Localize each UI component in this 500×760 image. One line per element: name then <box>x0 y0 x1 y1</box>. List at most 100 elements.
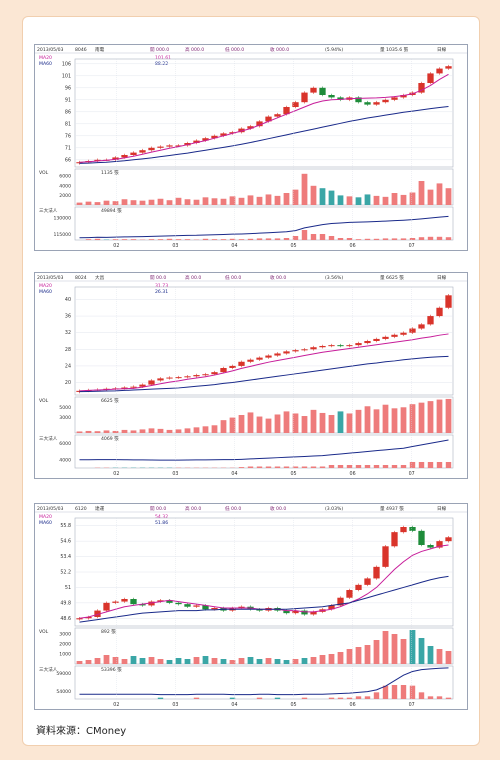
price-tick-label: 48.6 <box>60 616 71 622</box>
x-tick-label: 03 <box>172 471 178 477</box>
candle-body <box>202 374 209 376</box>
legend-value-ma60: 26.31 <box>155 289 168 295</box>
candle-body <box>175 145 182 147</box>
volume-bar <box>346 413 353 433</box>
volume-bar <box>229 417 236 433</box>
volume-bar <box>400 407 407 433</box>
price-tick-label: 66 <box>65 157 71 163</box>
chips-bar <box>328 465 335 468</box>
volume-bar <box>220 420 227 433</box>
candle-body <box>436 307 443 317</box>
volume-bar <box>130 656 137 664</box>
volume-bar <box>391 634 398 664</box>
volume-bar <box>337 652 344 664</box>
candle-body <box>382 546 389 567</box>
header-field-8: 量 6625 張 <box>380 274 404 281</box>
candle-body <box>166 600 173 603</box>
price-tick-label: 106 <box>62 61 71 67</box>
candle-body <box>211 372 218 375</box>
header-field-7: (5.94%) <box>325 47 343 53</box>
price-tick-label: 20 <box>65 380 71 386</box>
volume-bar <box>256 416 263 433</box>
chips-bar <box>112 239 119 240</box>
volume-tick-label: 3000 <box>59 632 71 638</box>
stock-chart-3-svg: 2013/05/03 6120 達運 開 00.0 高 00.0 低 00.0 收 00.0… <box>35 505 467 708</box>
header-field-1: 8046 <box>75 47 87 53</box>
chips-label: 三大法人 <box>39 207 58 214</box>
header-field-8: 量 4937 張 <box>380 505 404 512</box>
volume-bar <box>247 195 254 205</box>
candle-body <box>445 66 452 69</box>
volume-bar <box>292 189 299 205</box>
chips-bar <box>328 697 335 699</box>
candle-body <box>364 578 371 585</box>
price-tick-label: 81 <box>65 121 71 127</box>
candle-body <box>220 133 227 136</box>
legend-ma20: MA20 <box>39 55 52 61</box>
candle-body <box>409 527 416 531</box>
volume-bar <box>112 657 119 664</box>
chips-bar <box>157 697 164 699</box>
volume-bar <box>319 412 326 433</box>
chips-value-label: 53396 張 <box>101 667 122 673</box>
candle-body <box>256 609 263 611</box>
candle-body <box>229 365 236 368</box>
volume-bar <box>139 658 146 664</box>
chips-bar <box>310 466 317 468</box>
chips-bar <box>256 466 263 468</box>
chips-bar <box>373 692 380 699</box>
chips-bar <box>364 238 371 240</box>
header-field-9: 日線 <box>437 505 447 512</box>
volume-bar <box>283 660 290 664</box>
chips-bar <box>346 465 353 468</box>
chips-line <box>79 439 449 461</box>
candle-body <box>112 157 119 160</box>
volume-bar <box>121 429 128 433</box>
candle-body <box>355 97 362 103</box>
volume-bar <box>157 428 164 433</box>
candle-body <box>193 605 200 607</box>
chips-bar <box>238 467 245 468</box>
chips-bar <box>355 696 362 699</box>
volume-bar <box>409 192 416 205</box>
volume-bar <box>184 428 191 433</box>
chips-bar <box>202 238 209 240</box>
candle-body <box>355 343 362 346</box>
candle-body <box>121 155 128 158</box>
header-field-0: 2013/05/03 <box>37 506 64 512</box>
volume-bar <box>346 196 353 205</box>
volume-bar <box>166 200 173 205</box>
candle-body <box>184 604 191 607</box>
chips-bar <box>166 238 173 240</box>
stock-chart-3: 2013/05/03 6120 達運 開 00.0 高 00.0 低 00.0 收 00.0… <box>34 503 468 710</box>
candle-body <box>130 152 137 155</box>
chips-bar <box>328 236 335 240</box>
volume-bar <box>175 658 182 664</box>
candle-body <box>337 597 344 606</box>
candle-body <box>274 114 281 117</box>
candle-body <box>310 347 317 350</box>
candle-body <box>445 537 452 542</box>
volume-bar <box>382 631 389 664</box>
chips-bar <box>121 239 128 240</box>
volume-bar <box>238 415 245 433</box>
volume-bar <box>85 430 92 433</box>
x-tick-label: 06 <box>350 243 356 249</box>
volume-label: VOL <box>39 398 49 404</box>
x-tick-label: 04 <box>231 702 237 708</box>
chips-bar <box>238 239 245 240</box>
volume-bar <box>148 199 155 205</box>
volume-bar <box>427 646 434 664</box>
candle-body <box>427 73 434 83</box>
chips-bar <box>391 685 398 699</box>
candle-body <box>274 353 281 356</box>
chips-bar <box>256 697 263 699</box>
candle-body <box>238 606 245 608</box>
chips-bar <box>373 238 380 240</box>
candle-body <box>148 380 155 385</box>
chips-bar <box>400 465 407 468</box>
chips-bar <box>265 238 272 240</box>
candle-body <box>346 345 353 347</box>
volume-bar <box>409 404 416 433</box>
candle-body <box>445 295 452 308</box>
